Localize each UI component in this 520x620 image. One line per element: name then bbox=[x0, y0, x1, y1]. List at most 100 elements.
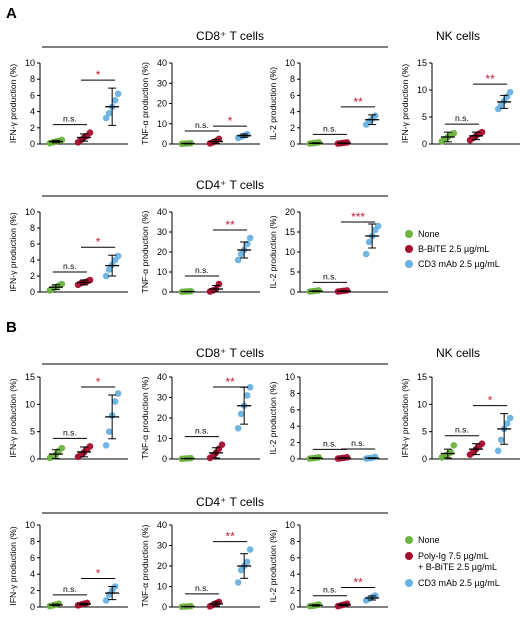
legend-swatch-none bbox=[405, 230, 413, 238]
data-point bbox=[105, 428, 113, 435]
legend-label-polyig: Poly-Ig 7.5 µg/mL bbox=[418, 551, 489, 561]
group-title-a-cd4: CD4⁺ T cells bbox=[196, 178, 264, 192]
data-point bbox=[215, 280, 223, 288]
data-point bbox=[246, 383, 254, 391]
y-tick-label: 10 bbox=[25, 520, 35, 530]
data-point bbox=[365, 238, 373, 246]
legend-b: None Poly-Ig 7.5 µg/mL + B-BiTE 2.5 µg/m… bbox=[405, 535, 500, 588]
data-point bbox=[478, 128, 486, 136]
data-point bbox=[246, 546, 254, 553]
data-point bbox=[102, 442, 110, 449]
y-tick-label: 10 bbox=[157, 434, 167, 444]
y-tick-label: 8 bbox=[30, 536, 35, 546]
y-tick-label: 6 bbox=[290, 405, 295, 415]
y-tick-label: 20 bbox=[157, 99, 167, 109]
y-tick-label: 40 bbox=[157, 207, 167, 217]
legend-swatch-cd3 bbox=[405, 579, 413, 587]
sig-label: n.s. bbox=[323, 123, 337, 133]
data-point bbox=[371, 112, 379, 119]
y-axis-label: TNF-α production (%) bbox=[140, 524, 150, 607]
data-point bbox=[102, 272, 110, 280]
y-tick-label: 5 bbox=[422, 427, 427, 437]
data-point bbox=[114, 90, 122, 98]
y-axis-label: IFN-γ production (%) bbox=[400, 378, 410, 457]
data-point bbox=[105, 109, 113, 117]
y-axis-label: IFN-γ production (%) bbox=[400, 64, 410, 143]
group-title-b-cd8: CD8⁺ T cells bbox=[196, 346, 264, 360]
panel-letter-b: B bbox=[6, 319, 17, 336]
y-axis-label: IL-2 production (%) bbox=[268, 529, 278, 602]
y-tick-label: 8 bbox=[290, 536, 295, 546]
data-point bbox=[503, 420, 511, 427]
data-point bbox=[86, 443, 94, 450]
y-tick-label: 8 bbox=[30, 74, 35, 84]
y-tick-label: 4 bbox=[30, 255, 35, 265]
y-tick-label: 30 bbox=[157, 78, 167, 88]
y-tick-label: 0 bbox=[162, 454, 167, 464]
y-tick-label: 10 bbox=[157, 119, 167, 129]
y-tick-label: 0 bbox=[30, 602, 35, 612]
group-title-a-nk: NK cells bbox=[436, 29, 480, 43]
y-axis-label: IL-2 production (%) bbox=[268, 381, 278, 454]
legend-a: None B-BiTE 2.5 µg/mL CD3 mAb 2.5 µg/mL bbox=[405, 229, 500, 269]
subplot-B-cd4-ifn: 0 2 4 6 8 10 IFN-γ production (%) n.s. * bbox=[8, 520, 128, 612]
data-point bbox=[506, 88, 514, 96]
data-point bbox=[58, 444, 66, 452]
legend-swatch-polyig bbox=[405, 552, 413, 560]
sig-label: n.s. bbox=[351, 438, 365, 448]
y-tick-label: 8 bbox=[290, 74, 295, 84]
sig-label: * bbox=[488, 394, 493, 408]
y-tick-label: 10 bbox=[285, 247, 295, 257]
y-tick-label: 4 bbox=[290, 421, 295, 431]
data-point bbox=[218, 441, 226, 448]
y-tick-label: 8 bbox=[30, 223, 35, 233]
y-tick-label: 20 bbox=[157, 413, 167, 423]
y-axis-label: TNF-α production (%) bbox=[140, 210, 150, 293]
sig-label: ** bbox=[225, 530, 235, 544]
y-axis-label: IFN-γ production (%) bbox=[8, 526, 18, 605]
data-point bbox=[58, 280, 66, 288]
data-point bbox=[114, 390, 122, 397]
data-point bbox=[86, 129, 94, 136]
sig-label: * bbox=[228, 114, 233, 128]
data-point bbox=[246, 234, 254, 242]
y-tick-label: 20 bbox=[157, 561, 167, 571]
data-point bbox=[497, 436, 505, 444]
y-tick-label: 0 bbox=[30, 454, 35, 464]
y-tick-label: 40 bbox=[157, 372, 167, 382]
y-tick-label: 30 bbox=[157, 393, 167, 403]
data-point bbox=[102, 597, 110, 604]
subplot-A-nk-ifn: 0 5 10 15 IFN-γ production (%) n.s. ** bbox=[400, 58, 520, 149]
sig-label: * bbox=[96, 68, 101, 82]
sig-label: ** bbox=[225, 218, 235, 232]
subplot-B-cd8-ifn: 0 5 10 15 IFN-γ production (%) n.s. * bbox=[8, 372, 128, 464]
y-tick-label: 15 bbox=[417, 372, 427, 382]
sig-label: n.s. bbox=[195, 120, 209, 130]
y-tick-label: 0 bbox=[30, 139, 35, 149]
data-point bbox=[111, 96, 119, 104]
y-tick-label: 4 bbox=[290, 569, 295, 579]
y-tick-label: 15 bbox=[25, 372, 35, 382]
data-point bbox=[86, 276, 94, 284]
legend-label-cd3: CD3 mAb 2.5 µg/mL bbox=[418, 259, 500, 269]
sig-label: n.s. bbox=[323, 585, 337, 595]
y-tick-label: 6 bbox=[290, 90, 295, 100]
y-tick-label: 0 bbox=[290, 454, 295, 464]
subplot-A-cd4-il2: 0 5 10 15 20 IL-2 production (%) n.s. *** bbox=[268, 207, 388, 297]
sig-label: * bbox=[96, 567, 101, 581]
data-point bbox=[374, 222, 382, 230]
y-tick-label: 0 bbox=[290, 139, 295, 149]
y-axis-label: TNF-α production (%) bbox=[140, 62, 150, 145]
y-tick-label: 5 bbox=[422, 112, 427, 122]
y-tick-label: 10 bbox=[417, 85, 427, 95]
y-tick-label: 6 bbox=[30, 553, 35, 563]
y-tick-label: 0 bbox=[162, 287, 167, 297]
sig-label: *** bbox=[351, 210, 365, 224]
legend-label-polyig-bbite: + B-BiTE 2.5 µg/mL bbox=[418, 562, 497, 572]
sig-label: n.s. bbox=[63, 584, 77, 594]
y-axis-label: IL-2 production (%) bbox=[268, 67, 278, 140]
y-tick-label: 2 bbox=[30, 123, 35, 133]
subplot-A-cd4-tnf: 0 10 20 30 40 TNF-α production (%) n.s. ** bbox=[140, 207, 260, 297]
data-point bbox=[234, 579, 242, 586]
